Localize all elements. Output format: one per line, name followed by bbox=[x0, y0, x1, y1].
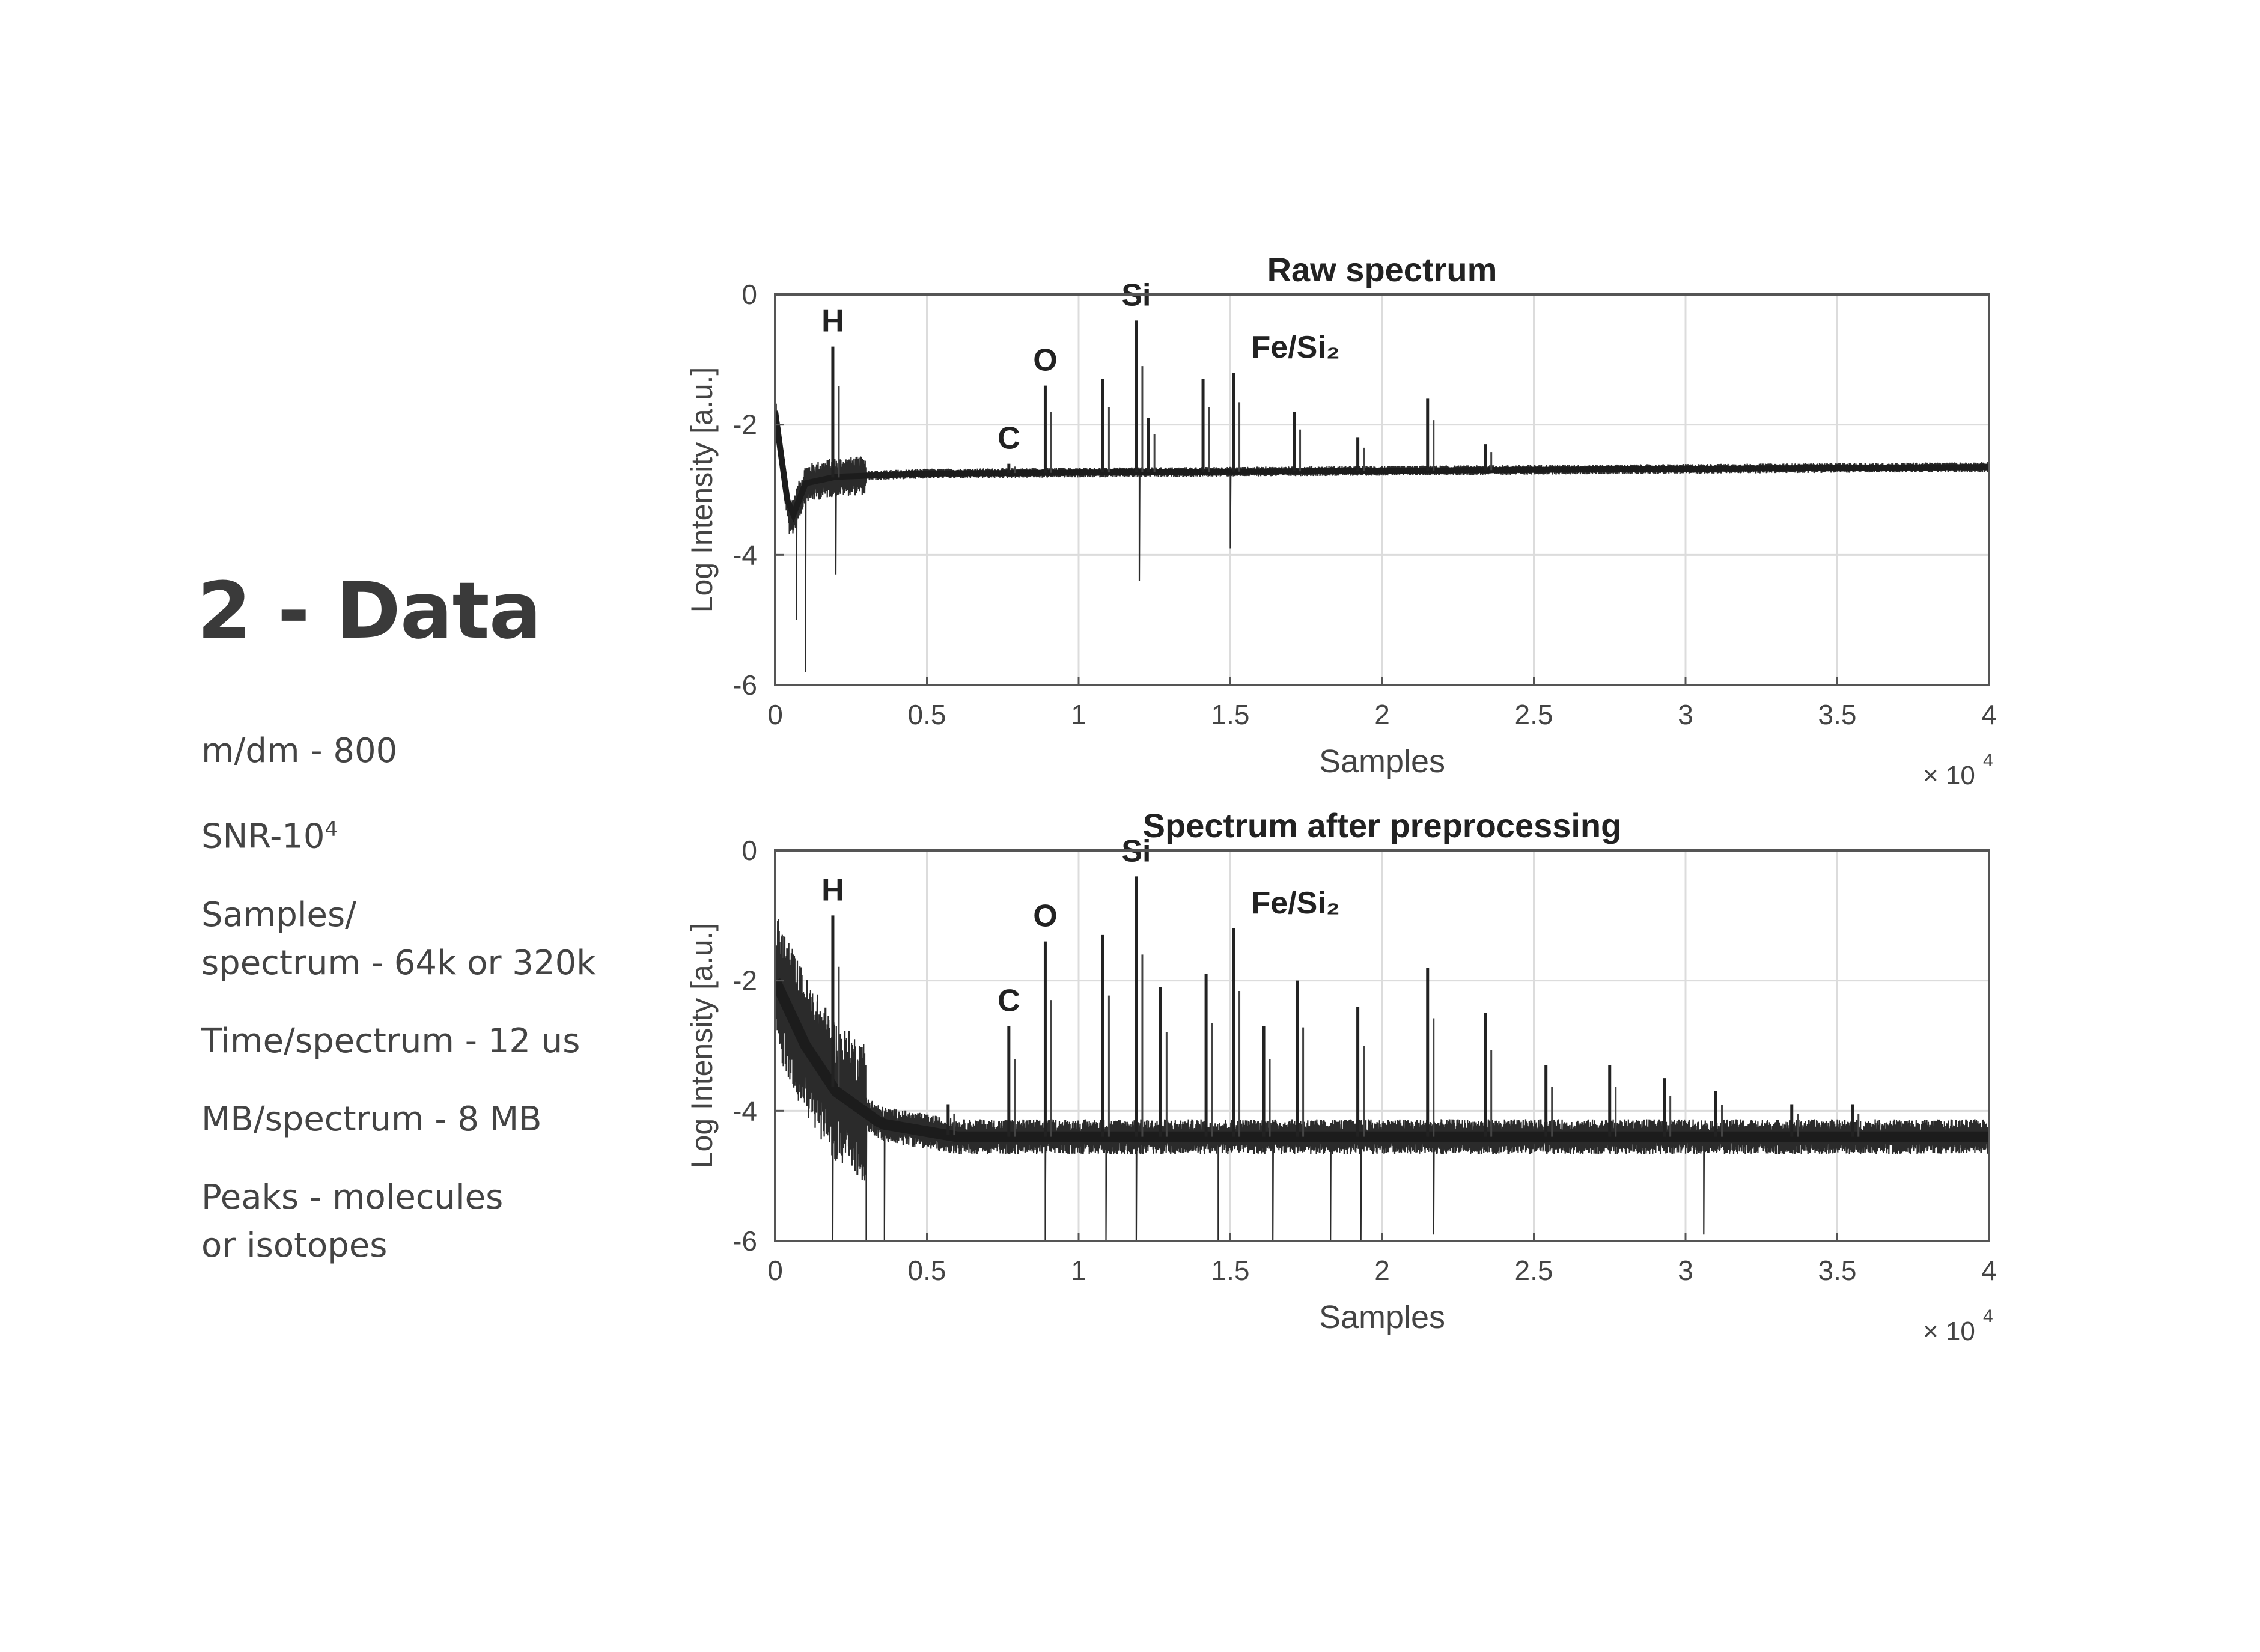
bullet-peaks: Peaks - molecules or isotopes bbox=[201, 1174, 658, 1270]
peak-label-c: C bbox=[998, 984, 1020, 1019]
x-axis-multiplier: × 10 bbox=[1923, 1317, 1975, 1346]
peak-label-o: O bbox=[1033, 343, 1057, 378]
bullet-text: SNR-10 bbox=[201, 817, 325, 856]
bullet-mass-resolution: m/dm - 800 bbox=[201, 727, 658, 775]
x-tick-label: 3 bbox=[1678, 699, 1693, 730]
y-tick-label: 0 bbox=[742, 835, 757, 866]
x-tick-label: 0 bbox=[767, 699, 783, 730]
x-axis-label: Samples bbox=[1319, 1299, 1445, 1335]
spectrum-figure: H C O Si Fe/Si₂ 0 0.5 1 1.5 2 2.5 3 3.5 4 0 -2 -4 -6 Raw s… bbox=[655, 246, 2049, 1376]
x-tick-label: 0.5 bbox=[908, 1255, 946, 1286]
x-axis-multiplier: × 10 bbox=[1923, 761, 1975, 790]
peak-label-h: H bbox=[821, 304, 844, 339]
y-tick-label: -4 bbox=[733, 539, 757, 570]
y-axis-label: Log Intensity [a.u.] bbox=[685, 367, 719, 613]
bullet-text: Samples/ bbox=[201, 895, 357, 934]
x-axis-multiplier-exponent: 4 bbox=[1983, 1306, 1993, 1326]
bullet-time-per-spectrum: Time/spectrum - 12 us bbox=[201, 1017, 658, 1065]
baseline-band bbox=[775, 978, 1989, 1142]
y-axis-label: Log Intensity [a.u.] bbox=[685, 923, 719, 1169]
y-tick-label: -6 bbox=[733, 669, 757, 701]
x-tick-label: 2 bbox=[1374, 699, 1390, 730]
x-tick-label: 0.5 bbox=[908, 699, 946, 730]
y-tick-label: -2 bbox=[733, 409, 757, 440]
bullet-list: m/dm - 800 SNR-104 Samples/ spectrum - 6… bbox=[201, 727, 658, 1300]
bullet-text: MB/spectrum - 8 MB bbox=[201, 1099, 542, 1139]
x-axis-label: Samples bbox=[1319, 743, 1445, 779]
peak-label-c: C bbox=[998, 421, 1020, 456]
bullet-mb-per-spectrum: MB/spectrum - 8 MB bbox=[201, 1096, 658, 1144]
x-tick-label: 2.5 bbox=[1515, 699, 1553, 730]
x-tick-label: 1.5 bbox=[1211, 1255, 1250, 1286]
y-tick-label: -4 bbox=[733, 1095, 757, 1126]
peak-label-fesi: Fe/Si₂ bbox=[1252, 330, 1340, 365]
baseline-band bbox=[775, 411, 1989, 523]
peak-label-h: H bbox=[821, 873, 844, 907]
x-tick-label: 3.5 bbox=[1818, 699, 1857, 730]
x-tick-label: 1.5 bbox=[1211, 699, 1250, 730]
x-tick-label: 1 bbox=[1071, 1255, 1086, 1286]
x-tick-label: 4 bbox=[1981, 1255, 1997, 1286]
x-tick-label: 3 bbox=[1678, 1255, 1693, 1286]
bullet-samples-per-spectrum: Samples/ spectrum - 64k or 320k bbox=[201, 891, 658, 987]
y-tick-label: 0 bbox=[742, 279, 757, 310]
x-axis-multiplier-exponent: 4 bbox=[1983, 751, 1993, 770]
x-tick-label: 1 bbox=[1071, 699, 1086, 730]
bullet-superscript: 4 bbox=[324, 817, 338, 841]
y-tick-label: -6 bbox=[733, 1225, 757, 1257]
chart-title: Raw spectrum bbox=[1267, 251, 1497, 288]
x-tick-label: 0 bbox=[767, 1255, 783, 1286]
bullet-text: Time/spectrum - 12 us bbox=[201, 1021, 580, 1061]
x-tick-label: 4 bbox=[1981, 699, 1997, 730]
x-tick-label: 2 bbox=[1374, 1255, 1390, 1286]
slide-title: 2 - Data bbox=[197, 565, 541, 656]
x-tick-label: 3.5 bbox=[1818, 1255, 1857, 1286]
x-tick-label: 2.5 bbox=[1515, 1255, 1553, 1286]
bullet-text: m/dm - 800 bbox=[201, 731, 398, 770]
chart-title: Spectrum after preprocessing bbox=[1143, 806, 1622, 844]
bullet-text: Peaks - molecules bbox=[201, 1177, 504, 1217]
peak-label-o: O bbox=[1033, 899, 1057, 934]
bullet-text-continued: or isotopes bbox=[201, 1225, 388, 1265]
y-tick-label: -2 bbox=[733, 965, 757, 996]
bullet-snr: SNR-104 bbox=[201, 805, 658, 861]
bullet-text-continued: spectrum - 64k or 320k bbox=[201, 943, 596, 983]
peak-label-fesi: Fe/Si₂ bbox=[1252, 886, 1340, 921]
